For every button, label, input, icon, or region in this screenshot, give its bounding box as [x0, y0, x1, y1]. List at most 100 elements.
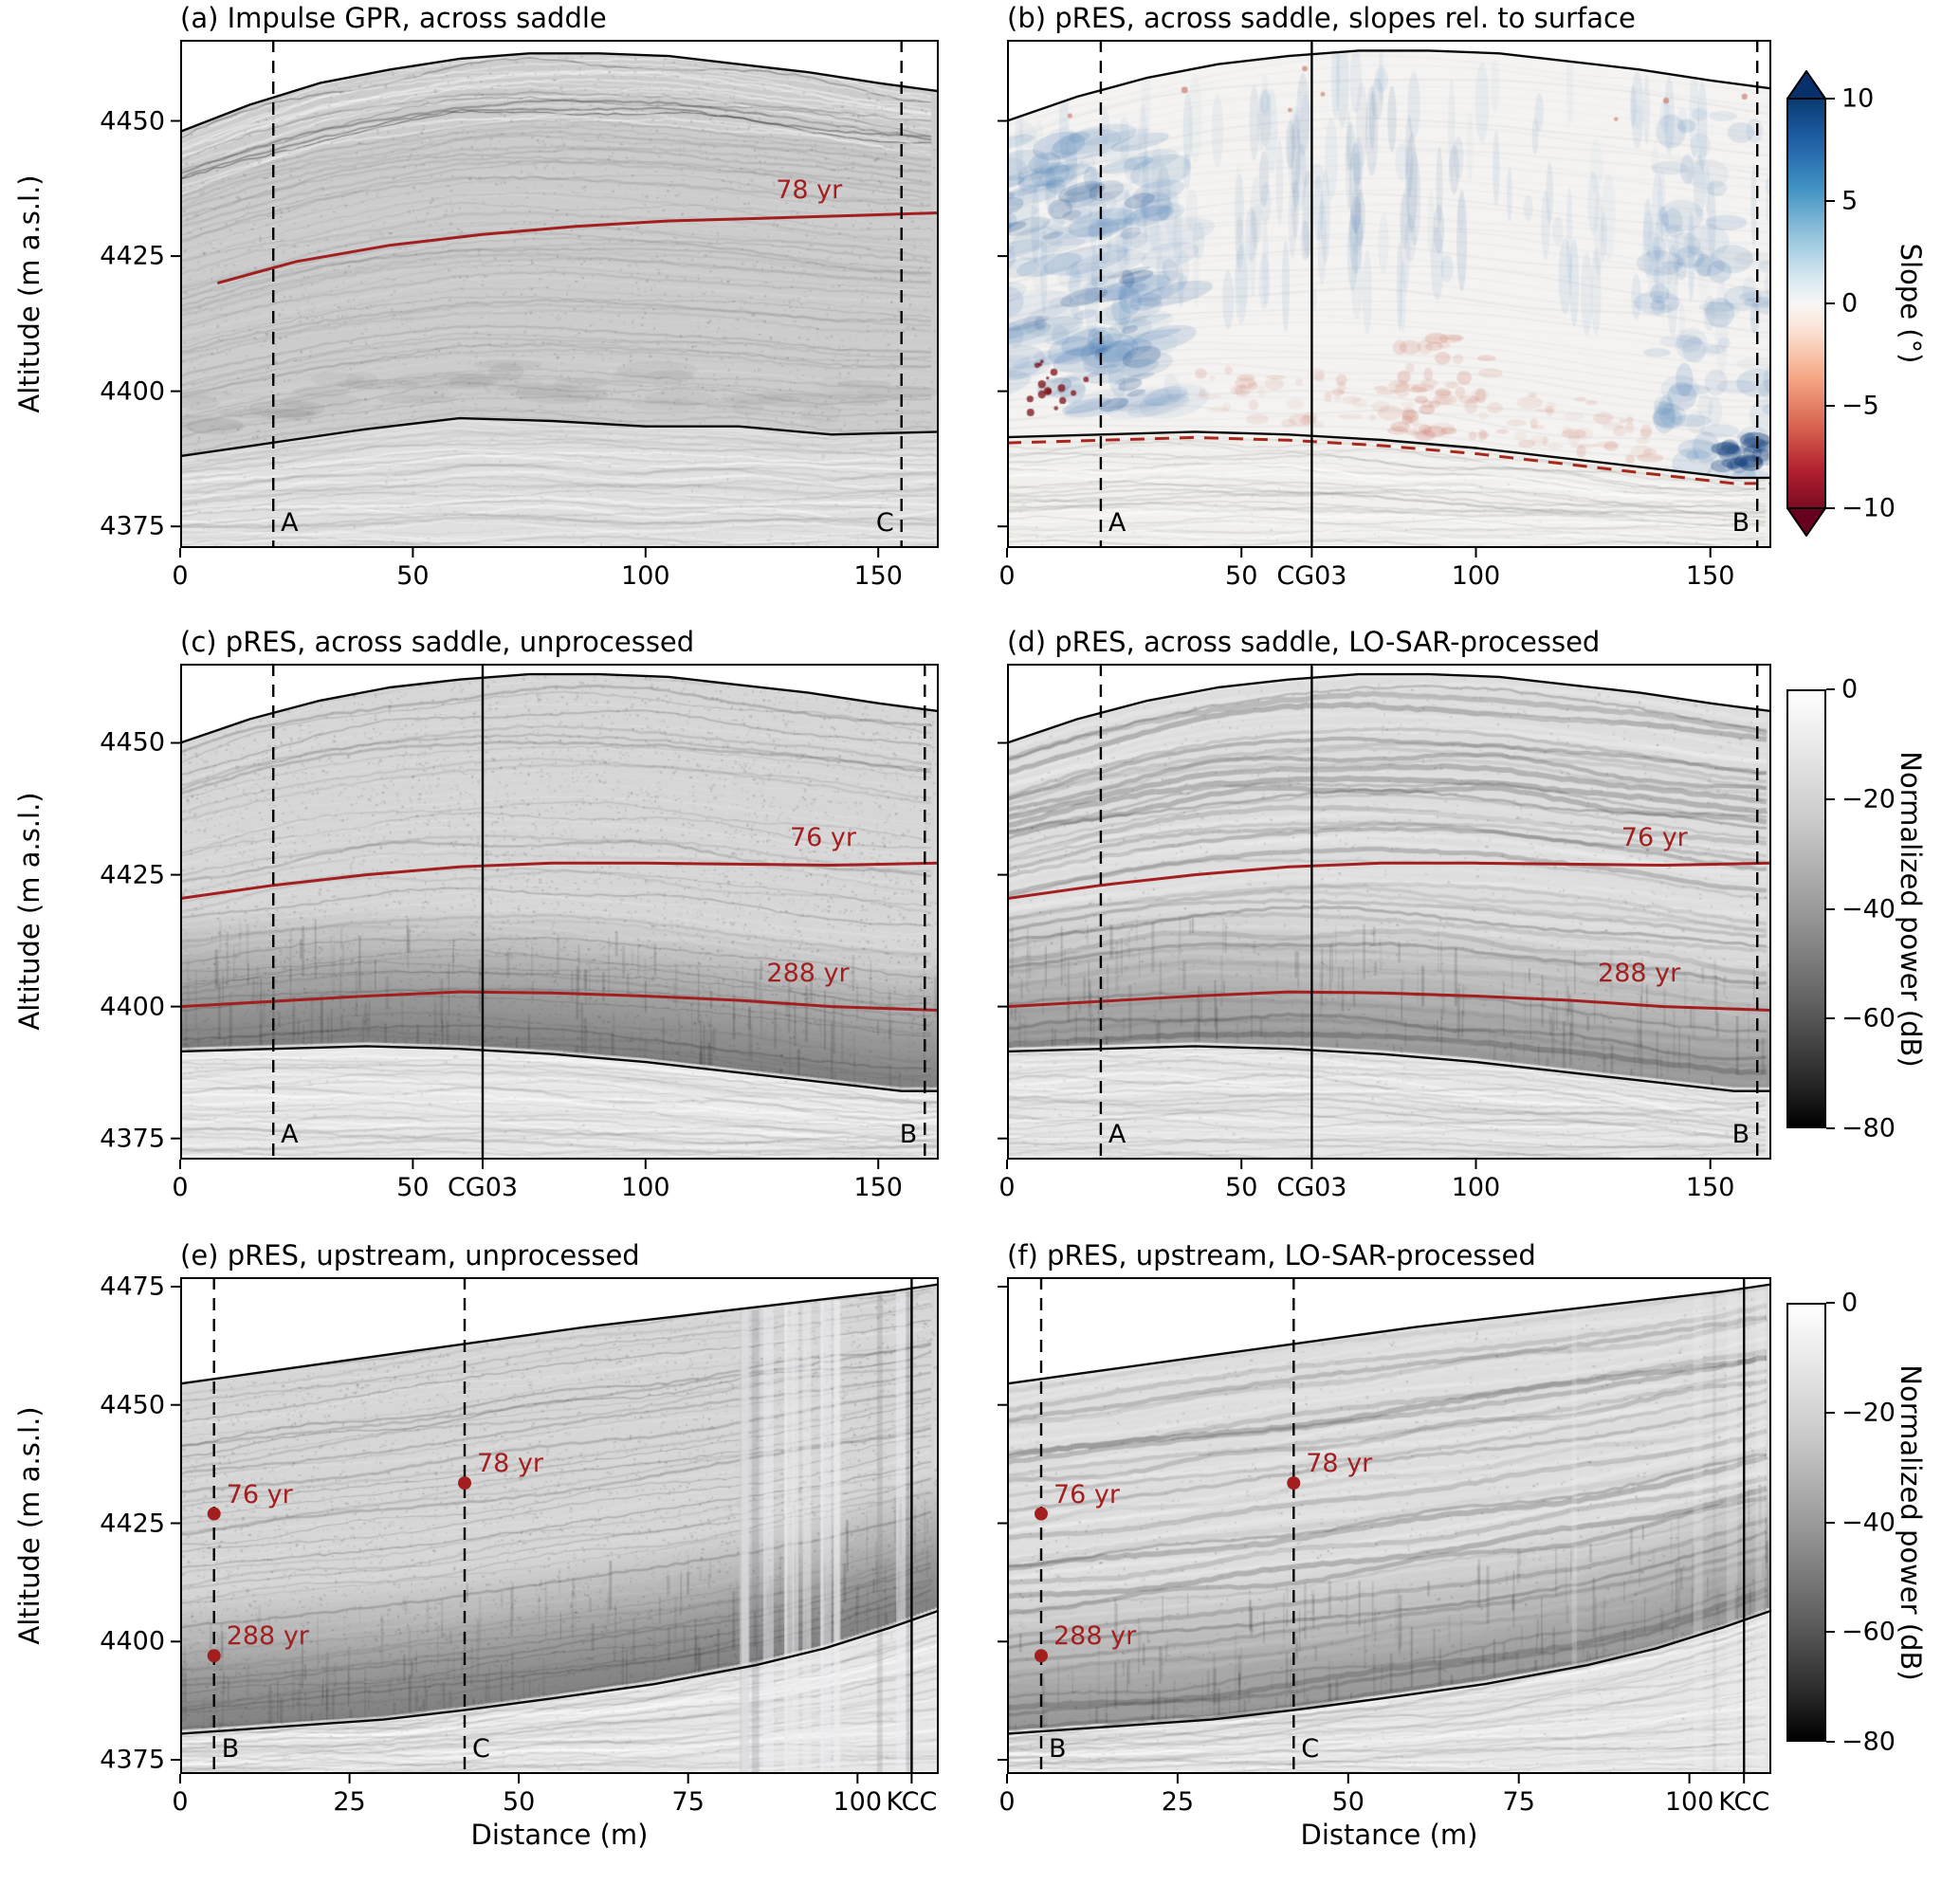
colorbar-tick-mark	[1826, 302, 1835, 304]
x-tick-label: 0	[172, 1173, 189, 1202]
x-tick-label: 100	[1451, 1173, 1501, 1202]
y-tick-label: 4425	[100, 1509, 165, 1538]
x-tick-label: 50	[396, 1173, 430, 1202]
power-colorbar-middle: 0 −20 −40 −60 −80 Normalized power (dB)	[1786, 675, 1959, 1143]
power-colorbar-gradient	[1786, 1303, 1826, 1742]
age-dot	[458, 1476, 471, 1491]
x-tick-label: 150	[1685, 561, 1735, 591]
isochrone-line	[1006, 861, 1772, 901]
panel-b-overlay	[998, 40, 1772, 558]
panel-a-title: (a) Impulse GPR, across saddle	[180, 2, 607, 34]
colorbar-tick-label: −20	[1841, 784, 1896, 814]
power-colorbar-label: Normalized power (dB)	[1895, 1363, 1927, 1681]
isochrone-line	[179, 990, 940, 1012]
isochrone-line	[216, 211, 940, 285]
panel-f-title: (f) pRES, upstream, LO-SAR-processed	[1007, 1239, 1536, 1271]
panel-d-overlay	[998, 664, 1772, 1169]
x-tick-label: 150	[853, 561, 903, 591]
y-tick-label: 4400	[100, 376, 165, 407]
x-axis-label-left: Distance (m)	[470, 1819, 649, 1851]
red-dashed-bed-line	[1006, 435, 1771, 485]
panel-border	[1007, 1277, 1771, 1774]
colorbar-tick-mark	[1826, 688, 1835, 690]
slope-colorbar: 10 5 0 −5 −10 Slope (°)	[1786, 69, 1959, 538]
age-dot	[1287, 1476, 1301, 1491]
colorbar-tick-mark	[1826, 1521, 1835, 1524]
x-tick-label: KCC	[886, 1787, 938, 1817]
colorbar-tick-label: −60	[1841, 1003, 1896, 1033]
isochrone-line	[1006, 990, 1772, 1012]
panel-border	[180, 1277, 939, 1774]
bedrock-line	[1006, 1609, 1772, 1735]
slope-colorbar-gradient	[1786, 69, 1827, 538]
x-tick-label: 0	[998, 1787, 1016, 1817]
bedrock-line	[179, 1609, 940, 1735]
power-colorbar-bottom: 0 −20 −40 −60 −80 Normalized power (dB)	[1786, 1289, 1959, 1757]
y-tick-label: 4400	[100, 992, 165, 1022]
power-colorbar-ticks: 0 −20 −40 −60 −80	[1786, 1289, 1959, 1757]
x-tick-label: 100	[833, 1787, 883, 1817]
colorbar-tick-mark	[1826, 98, 1835, 100]
colorbar-tick-mark	[1826, 1127, 1835, 1129]
colorbar-tick-label: −10	[1841, 493, 1896, 523]
panel-a-radargram-canvas	[180, 40, 939, 548]
panel-c-overlay	[171, 664, 940, 1169]
y-tick-label: 4450	[100, 1390, 165, 1420]
x-tick-label: 50	[1225, 1173, 1258, 1202]
x-tick-label: 0	[172, 561, 189, 591]
y-tick-label: 4475	[100, 1271, 165, 1302]
y-tick-label: 4375	[100, 511, 165, 541]
x-tick-label: 150	[853, 1173, 903, 1202]
x-tick-label: 75	[671, 1787, 705, 1817]
x-tick-label: 100	[1664, 1787, 1714, 1817]
colorbar-tick-label: 10	[1841, 83, 1875, 114]
surface-line	[1006, 672, 1772, 744]
panel-a-overlay	[171, 40, 940, 558]
panel-f-radargram-canvas	[1007, 1277, 1771, 1774]
x-axis-label-right: Distance (m)	[1300, 1819, 1478, 1851]
colorbar-tick-mark	[1826, 1302, 1835, 1304]
panel-e-pres-upstream-unprocessed: (e) pRES, upstream, unprocessed 0 25 50 75 1…	[100, 1239, 940, 1817]
y-tick-label: 4375	[100, 1124, 165, 1154]
colorbar-tick-label: −60	[1841, 1617, 1896, 1647]
panel-border	[180, 664, 939, 1160]
x-tick-label: CG03	[447, 1173, 519, 1202]
age-dot	[207, 1649, 221, 1663]
panel-border	[1007, 664, 1771, 1160]
panel-a-impulse-gpr: (a) Impulse GPR, across saddle 0 50 100 150…	[100, 2, 940, 591]
x-tick-label: 0	[998, 1173, 1016, 1202]
surface-line	[1006, 49, 1772, 122]
y-tick-label: 4450	[100, 727, 165, 758]
panel-e-title: (e) pRES, upstream, unprocessed	[180, 1239, 640, 1271]
panel-e-radargram-canvas	[180, 1277, 939, 1774]
age-dot	[1034, 1649, 1048, 1663]
colorbar-tick-mark	[1826, 1741, 1835, 1743]
colorbar-tick-mark	[1826, 907, 1835, 910]
x-tick-label: 25	[1161, 1787, 1195, 1817]
colorbar-tick-label: 0	[1841, 674, 1859, 704]
x-tick-label: 75	[1502, 1787, 1535, 1817]
panel-e-overlay	[171, 1277, 940, 1783]
surface-line	[1006, 1283, 1772, 1385]
colorbar-extend-down-arrow	[1786, 507, 1827, 538]
x-tick-label: 100	[621, 1173, 670, 1202]
colorbar-tick-mark	[1826, 200, 1835, 202]
panel-d-pres-losar: (d) pRES, across saddle, LO-SAR-processe…	[998, 626, 1772, 1202]
colorbar-tick-mark	[1826, 507, 1835, 509]
colorbar-tick-label: −20	[1841, 1398, 1896, 1428]
x-tick-label: 0	[172, 1787, 189, 1817]
x-tick-label: 150	[1685, 1173, 1735, 1202]
x-tick-label: 50	[1225, 561, 1258, 591]
y-tick-label: 4375	[100, 1745, 165, 1775]
colorbar-tick-label: −80	[1841, 1113, 1896, 1143]
colorbar-tick-label: 0	[1841, 288, 1859, 319]
panel-b-title: (b) pRES, across saddle, slopes rel. to …	[1007, 2, 1636, 34]
x-tick-label: 0	[998, 561, 1016, 591]
colorbar-tick-label: 0	[1841, 1288, 1859, 1318]
panel-c-title: (c) pRES, across saddle, unprocessed	[180, 626, 695, 658]
colorbar-tick-label: 5	[1841, 186, 1859, 216]
y-axis-label-row1: Altitude (m a.s.l.)	[13, 174, 46, 413]
colorbar-tick-label: −80	[1841, 1727, 1896, 1757]
isochrone-line	[179, 861, 940, 901]
